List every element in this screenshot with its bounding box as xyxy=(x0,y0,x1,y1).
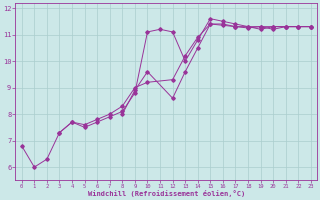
X-axis label: Windchill (Refroidissement éolien,°C): Windchill (Refroidissement éolien,°C) xyxy=(88,190,245,197)
